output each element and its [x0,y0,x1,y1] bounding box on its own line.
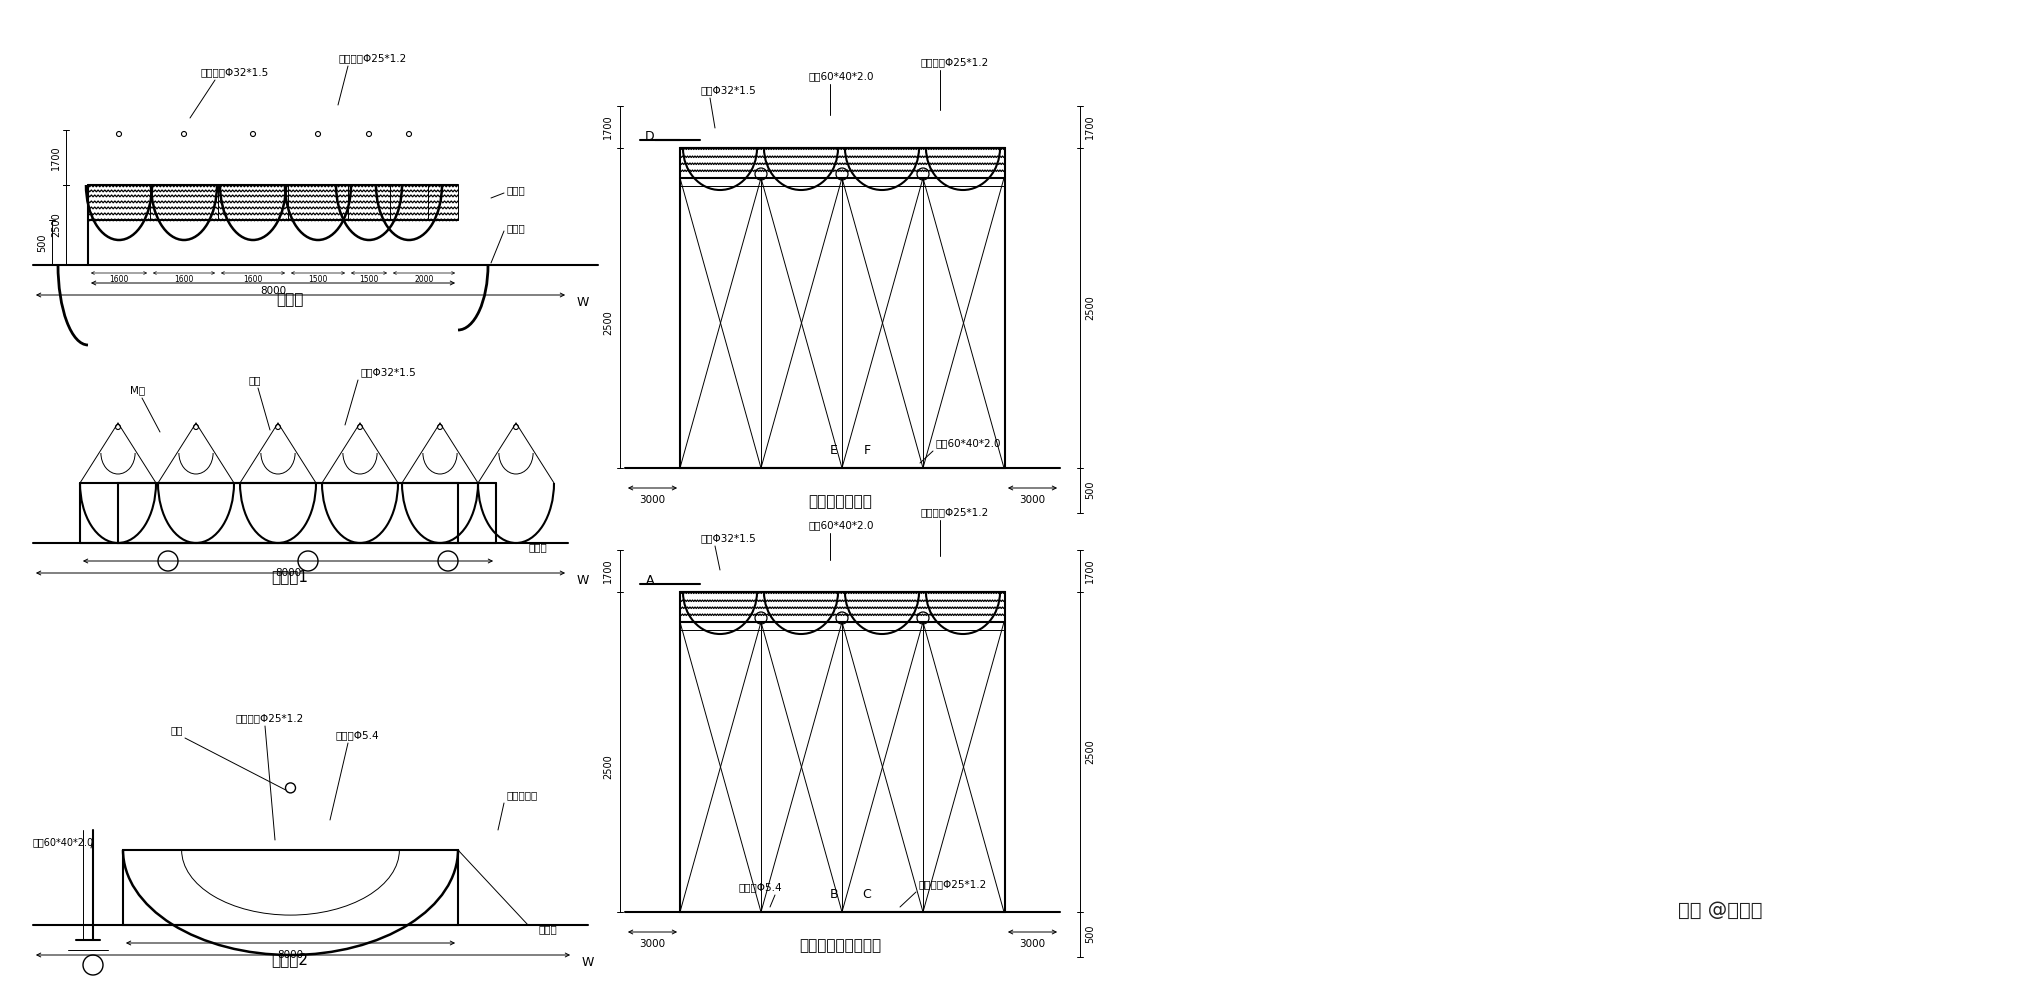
Text: 2500: 2500 [603,754,613,779]
Text: 1600: 1600 [244,274,262,283]
Text: 2500: 2500 [1085,740,1095,764]
Text: 棚头直杆Φ25*1.2: 棚头直杆Φ25*1.2 [339,53,405,63]
Text: 立柱60*40*2.0: 立柱60*40*2.0 [32,837,95,847]
Text: F: F [863,443,871,456]
Text: 1500: 1500 [359,274,379,283]
Text: 钢绞线Φ5.4: 钢绞线Φ5.4 [738,882,783,892]
Bar [123,850,458,925]
Text: 水槽: 水槽 [169,725,182,735]
Text: 8000: 8000 [278,950,305,960]
Text: 附加立柱Φ25*1.2: 附加立柱Φ25*1.2 [918,879,986,889]
Text: 2000: 2000 [413,274,434,283]
Text: 中间立柱侧面图: 中间立柱侧面图 [809,494,871,510]
Text: 1700: 1700 [1085,115,1095,140]
Text: 纵向拉杆Φ25*1.2: 纵向拉杆Φ25*1.2 [920,507,988,517]
Text: W: W [577,574,589,587]
Text: 拱管Φ32*1.5: 拱管Φ32*1.5 [700,85,756,95]
Text: 拱管Φ32*1.5: 拱管Φ32*1.5 [359,367,416,377]
Text: 1700: 1700 [1085,559,1095,583]
Bar [680,148,1004,468]
Text: 1700: 1700 [603,115,613,140]
Text: W: W [581,955,595,968]
Text: 剖面图2: 剖面图2 [272,952,309,967]
Text: 3000: 3000 [639,495,666,505]
Bar [119,483,458,543]
Text: 3000: 3000 [1019,939,1045,949]
Text: 地平线: 地平线 [528,542,547,552]
Text: 前视图: 前视图 [276,292,305,307]
Text: W: W [577,295,589,308]
Text: 1600: 1600 [109,274,129,283]
Text: 纵梁60*40*2.0: 纵梁60*40*2.0 [809,520,873,530]
Text: 500: 500 [1085,925,1095,943]
Text: 地平线: 地平线 [506,223,524,233]
Text: 卡槽: 卡槽 [248,375,260,385]
Text: 弧撑Φ32*1.5: 弧撑Φ32*1.5 [700,533,756,543]
Text: 边缘立柱左右侧面图: 边缘立柱左右侧面图 [799,938,881,953]
Text: D: D [645,130,656,143]
Text: 剖面图1: 剖面图1 [272,570,309,585]
Text: 500: 500 [36,234,46,251]
Text: 1500: 1500 [309,274,327,283]
Text: 2500: 2500 [50,213,61,238]
Bar [680,592,1004,912]
Text: 卷膜器: 卷膜器 [506,185,524,195]
Text: 1700: 1700 [50,145,61,170]
Text: 2500: 2500 [603,310,613,335]
Text: C: C [863,887,871,900]
Text: 500: 500 [1085,481,1095,499]
Text: 纵向拉杆Φ25*1.2: 纵向拉杆Φ25*1.2 [920,57,988,67]
Text: B: B [829,887,839,900]
Text: 纵梁60*40*2.0: 纵梁60*40*2.0 [809,71,873,81]
Text: 2500: 2500 [1085,295,1095,320]
Text: 纵向拉杆Φ25*1.2: 纵向拉杆Φ25*1.2 [236,713,303,723]
Text: 3000: 3000 [1019,495,1045,505]
Text: 8000: 8000 [260,286,286,296]
Text: 地平线: 地平线 [539,924,557,934]
Text: 立柱60*40*2.0: 立柱60*40*2.0 [936,438,1000,448]
Text: 1600: 1600 [173,274,194,283]
Text: 棚头横杆Φ32*1.5: 棚头横杆Φ32*1.5 [200,67,268,77]
Text: A: A [645,574,654,587]
Text: 3000: 3000 [639,939,666,949]
Text: 8000: 8000 [274,568,301,578]
Text: M架: M架 [129,385,145,395]
Text: 外侧抗风绳: 外侧抗风绳 [506,790,537,800]
Text: 1700: 1700 [603,559,613,583]
Text: 钢绞线Φ5.4: 钢绞线Φ5.4 [335,730,379,740]
Text: E: E [831,443,837,456]
Text: 头条 @青钱柳: 头条 @青钱柳 [1678,900,1763,919]
